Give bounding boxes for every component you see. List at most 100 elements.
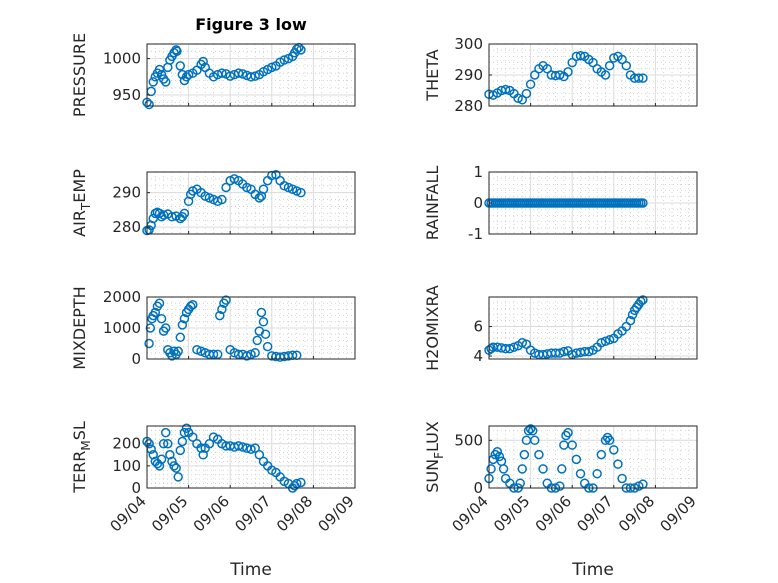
data-point [217, 68, 227, 78]
x-tick-label: 09/08 [615, 492, 658, 535]
data-point [158, 438, 169, 449]
y-axis-label: MIXDEPTH [70, 286, 89, 369]
data-point [237, 442, 248, 452]
x-axis-label-right: Time [571, 560, 614, 580]
data-point [225, 71, 235, 81]
data-point [144, 99, 154, 110]
y-axis-label: PRESSURE [70, 33, 89, 117]
data-point [163, 438, 173, 449]
data-point [296, 45, 306, 55]
data-point [515, 478, 525, 488]
data-point [169, 461, 179, 471]
data-point [173, 472, 183, 482]
y-tick-label: 500 [454, 431, 483, 449]
data-point [627, 309, 638, 320]
data-point [181, 423, 192, 433]
data-point [148, 77, 158, 87]
data-point [600, 336, 611, 347]
data-point [150, 307, 161, 318]
y-axis-label: H2OMIXRA [423, 285, 442, 371]
subplot-5: 0 1000 2000 MIXDEPTH [70, 286, 356, 370]
data-point [154, 298, 165, 308]
data-point [634, 73, 644, 83]
data-point [148, 450, 158, 460]
y-tick-label: 100 [112, 457, 141, 475]
data-point [559, 346, 569, 357]
data-point [609, 445, 619, 455]
data-point [617, 473, 627, 484]
data-point [296, 477, 306, 488]
data-point [575, 468, 586, 479]
data-point [173, 346, 183, 356]
data-point [486, 464, 496, 474]
data-point [519, 449, 530, 460]
data-point [563, 67, 573, 77]
data-point [160, 323, 171, 333]
y-tick-label: -1 [468, 225, 483, 243]
y-tick-label: 300 [454, 35, 483, 53]
data-point [527, 426, 538, 436]
y-tick-label: 2000 [103, 288, 141, 306]
data-point [183, 69, 194, 80]
data-point [250, 348, 260, 358]
data-point [156, 313, 167, 324]
data-point [604, 335, 615, 345]
y-tick-label: 1000 [103, 50, 141, 68]
y-axis-label: TERRMSL [70, 421, 93, 494]
y-tick-label: 4 [473, 347, 483, 365]
y-tick-label: 290 [112, 184, 141, 202]
data-point [571, 454, 582, 465]
data-point [215, 310, 225, 321]
y-tick-label: 1 [473, 163, 483, 181]
data-point [175, 332, 186, 343]
data-point [254, 450, 265, 460]
x-tick-label: 09/06 [190, 492, 233, 535]
y-tick-label: 280 [454, 97, 483, 115]
data-point [233, 68, 244, 78]
data-point [513, 93, 523, 103]
x-tick-label: 09/05 [490, 492, 533, 535]
y-axis-label: RAINFALL [423, 166, 442, 241]
axes-box [146, 43, 356, 107]
data-point [498, 464, 509, 474]
data-point [156, 454, 167, 464]
data-point [486, 343, 496, 354]
data-point [638, 73, 648, 83]
data-point [525, 79, 536, 90]
data-point [554, 348, 565, 358]
data-point [246, 72, 256, 82]
data-point [246, 444, 256, 454]
data-point [196, 346, 206, 356]
plot-area [488, 425, 698, 489]
data-point [179, 427, 190, 438]
data-point [237, 69, 248, 79]
data-point [525, 424, 536, 434]
y-tick-label: 280 [112, 218, 141, 236]
data-point [279, 55, 290, 65]
data-point [592, 468, 602, 479]
data-point [625, 315, 636, 326]
axes-box [146, 425, 356, 489]
x-tick-label: 09/05 [148, 492, 191, 535]
data-point [175, 61, 186, 71]
data-point [250, 71, 260, 81]
data-point [500, 84, 511, 95]
data-point [584, 346, 594, 357]
data-point [534, 449, 544, 460]
y-tick-label: 1000 [103, 319, 141, 337]
data-point [212, 349, 223, 360]
data-point [217, 304, 227, 315]
data-point [256, 307, 267, 318]
x-tick-label: 09/08 [273, 492, 316, 535]
data-point [575, 51, 586, 61]
data-point [221, 182, 231, 193]
data-point [638, 295, 648, 305]
data-point [156, 69, 167, 80]
data-point [160, 427, 171, 438]
data-point [258, 317, 269, 327]
data-point [172, 46, 182, 57]
data-point [621, 60, 632, 71]
data-point [258, 184, 269, 194]
